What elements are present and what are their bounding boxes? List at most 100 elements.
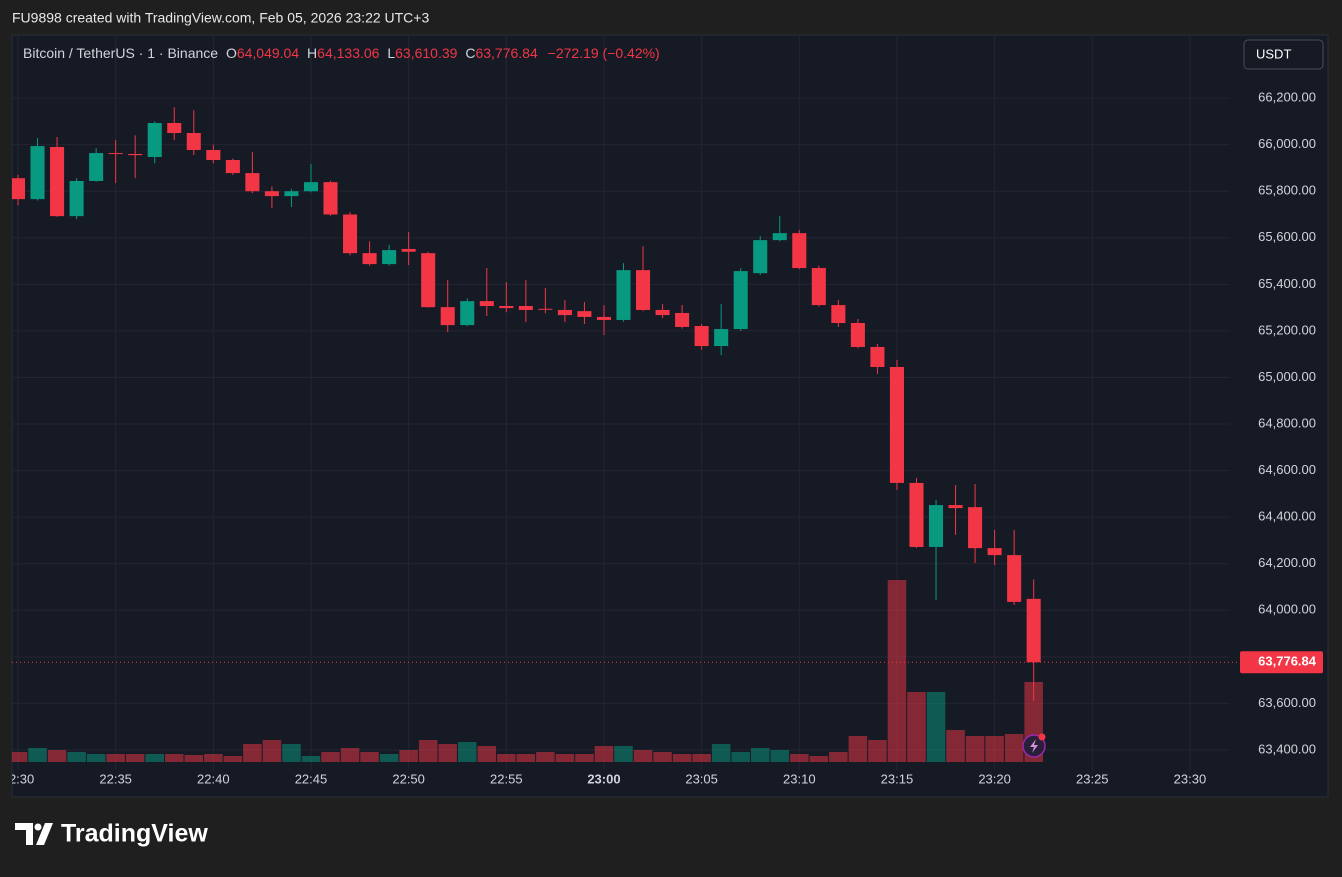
volume-bar	[829, 752, 848, 762]
candle-body	[655, 309, 670, 316]
volume-bar	[164, 754, 184, 762]
chart-pane	[11, 34, 1329, 798]
candle-body	[12, 178, 26, 200]
volume-bar	[887, 580, 907, 762]
volume-bar	[653, 752, 672, 762]
alert-icon[interactable]	[1022, 733, 1046, 758]
y-tick-label: 65,600.00	[1258, 229, 1316, 244]
candle-body	[596, 316, 611, 320]
currency-label[interactable]: USDT	[1256, 46, 1291, 61]
volume-bar	[457, 742, 477, 762]
y-tick-label: 65,400.00	[1258, 276, 1316, 291]
currency-button-frame[interactable]	[1243, 39, 1324, 70]
volume-bar	[477, 746, 497, 762]
volume-bar	[125, 754, 145, 762]
volume-bar	[750, 748, 770, 762]
x-tick-label: 23:15	[881, 771, 914, 786]
candle-body	[968, 507, 983, 549]
legend-value: 64,049.04	[237, 45, 299, 61]
y-tick-label: 65,800.00	[1258, 183, 1316, 198]
volume-bar	[438, 744, 457, 762]
volume-bar	[28, 748, 47, 762]
candle-body	[772, 233, 787, 241]
candle-body	[636, 270, 651, 310]
candle-body	[303, 182, 319, 192]
volume-bar	[926, 692, 946, 762]
volume-bar	[184, 755, 204, 762]
volume-bar	[555, 754, 575, 762]
volume-bar	[399, 750, 418, 762]
y-tick-label: 65,200.00	[1258, 322, 1316, 337]
candle-body	[831, 305, 846, 323]
candle-body	[1026, 598, 1041, 663]
volume-bar	[594, 746, 614, 762]
y-tick-label: 64,400.00	[1258, 509, 1316, 524]
candle-body	[577, 311, 592, 317]
volume-bar	[614, 746, 633, 762]
last-price-label: 63,776.84	[1258, 654, 1317, 669]
volume-bar	[985, 736, 1004, 762]
volume-bar	[633, 750, 653, 762]
volume-bar	[86, 754, 106, 762]
volume-bar	[340, 748, 360, 762]
volume-bar	[790, 754, 809, 762]
candle-body	[128, 153, 143, 156]
volume-bar	[770, 750, 790, 762]
candle-body	[987, 548, 1002, 556]
x-tick-label: 22:35	[99, 771, 132, 786]
volume-bar	[848, 736, 868, 762]
legend-key: L	[387, 45, 395, 61]
candle-body	[675, 312, 690, 327]
volume-bar	[282, 744, 301, 762]
candle-body	[108, 153, 123, 155]
x-tick-label: 23:20	[978, 771, 1011, 786]
currency-button[interactable]: USDT	[1243, 39, 1324, 70]
candle-body	[343, 214, 358, 254]
candle-body	[792, 233, 807, 269]
x-tick-label: 22:50	[392, 771, 425, 786]
volume-bar	[965, 736, 985, 762]
volume-bar	[204, 754, 223, 762]
candle-body	[518, 305, 533, 310]
y-tick-label: 65,000.00	[1258, 369, 1316, 384]
candle-body	[928, 505, 944, 547]
volume-bar	[67, 752, 86, 762]
logo: TradingView	[15, 820, 208, 848]
candle-body	[421, 253, 436, 308]
x-tick-label: 22:30	[2, 771, 35, 786]
volume-bar	[692, 754, 711, 762]
symbol-title: Bitcoin / TetherUS · 1 · Binance	[23, 45, 218, 61]
candle-body	[50, 146, 65, 217]
candle-body	[460, 301, 475, 326]
candle-body	[440, 307, 455, 326]
volume-bar	[360, 752, 379, 762]
x-tick-label: 23:30	[1174, 771, 1207, 786]
candle-body	[1007, 555, 1022, 602]
y-tick-label: 66,200.00	[1258, 90, 1316, 105]
logo-text: TradingView	[61, 820, 208, 848]
y-tick-label: 64,200.00	[1258, 555, 1316, 570]
y-tick-label: 64,000.00	[1258, 602, 1316, 617]
candle-body	[909, 482, 924, 547]
candle-body	[225, 160, 240, 174]
volume-bar	[12, 752, 28, 762]
volume-bar	[672, 754, 692, 762]
volume-bar	[262, 740, 282, 762]
legend-value: 63,610.39	[395, 45, 457, 61]
candle-body	[186, 133, 201, 151]
volume-bar	[907, 692, 926, 762]
candle-body	[323, 182, 338, 215]
x-tick-label: 23:25	[1076, 771, 1109, 786]
volume-bar	[106, 754, 125, 762]
caption: FU9898 created with TradingView.com, Feb…	[12, 10, 429, 26]
candle-body	[538, 308, 553, 310]
candle-body	[811, 268, 826, 306]
candle-body	[870, 346, 885, 367]
volume-bar	[731, 752, 750, 762]
volume-bar	[321, 752, 340, 762]
candle-body	[479, 301, 494, 306]
candle-body	[616, 270, 631, 320]
candle-body	[284, 191, 299, 197]
x-tick-label: 22:55	[490, 771, 523, 786]
